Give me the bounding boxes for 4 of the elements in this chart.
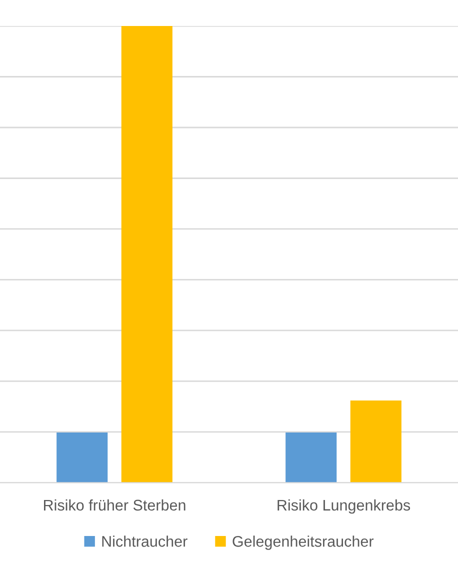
x-tick-label: Risiko früher Sterben bbox=[44, 499, 186, 511]
legend-label: Nichtraucher bbox=[102, 536, 188, 547]
legend-label: Gelegenheitsraucher bbox=[232, 536, 374, 550]
x-tick-label: Risiko Lungenkrebs bbox=[278, 499, 410, 514]
